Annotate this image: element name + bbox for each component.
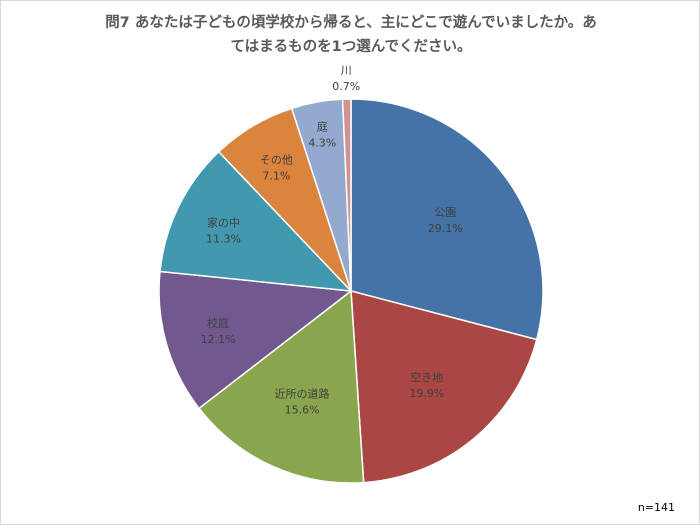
slice-value-label-5: 11.3% xyxy=(206,232,241,245)
slice-category-label-2: 空き地 xyxy=(410,370,443,384)
slice-value-label-3: 15.6% xyxy=(285,404,320,417)
slice-value-label-8: 0.7% xyxy=(332,80,360,93)
slice-category-label-7: 庭 xyxy=(317,119,328,133)
pie-slice-3 xyxy=(197,289,365,484)
slice-category-label-5: 家の中 xyxy=(207,215,240,229)
chart-title-line-1: 問7 あなたは子どもの頃学校から帰ると、主にどこで遊んでいましたか。あ xyxy=(105,15,597,31)
slice-category-label-4: 校庭 xyxy=(207,316,229,330)
slice-value-label-2: 19.9% xyxy=(409,387,444,400)
chart-title: 問7 あなたは子どもの頃学校から帰ると、主にどこで遊んでいましたか。あ てはまる… xyxy=(61,11,641,59)
pie-slice-4 xyxy=(158,270,353,410)
pie-slice-8 xyxy=(341,98,352,292)
slice-category-label-3: 近所の道路 xyxy=(275,387,330,401)
slice-value-label-1: 29.1% xyxy=(428,222,463,235)
slice-value-label-6: 7.1% xyxy=(262,170,290,183)
slice-category-label-1: 公園 xyxy=(434,206,456,219)
slice-value-label-4: 12.1% xyxy=(201,333,236,346)
chart-title-line-2: てはまるものを1つ選んでください。 xyxy=(230,39,472,55)
slice-value-label-7: 4.3% xyxy=(308,136,336,149)
pie-slice-1 xyxy=(350,98,544,341)
pie-slice-2 xyxy=(350,290,538,484)
slice-category-label-6: その他 xyxy=(260,154,293,167)
sample-size-note: n=141 xyxy=(637,501,675,514)
pie-slice-5 xyxy=(159,150,353,292)
slice-category-label-8: 川 xyxy=(341,64,352,77)
